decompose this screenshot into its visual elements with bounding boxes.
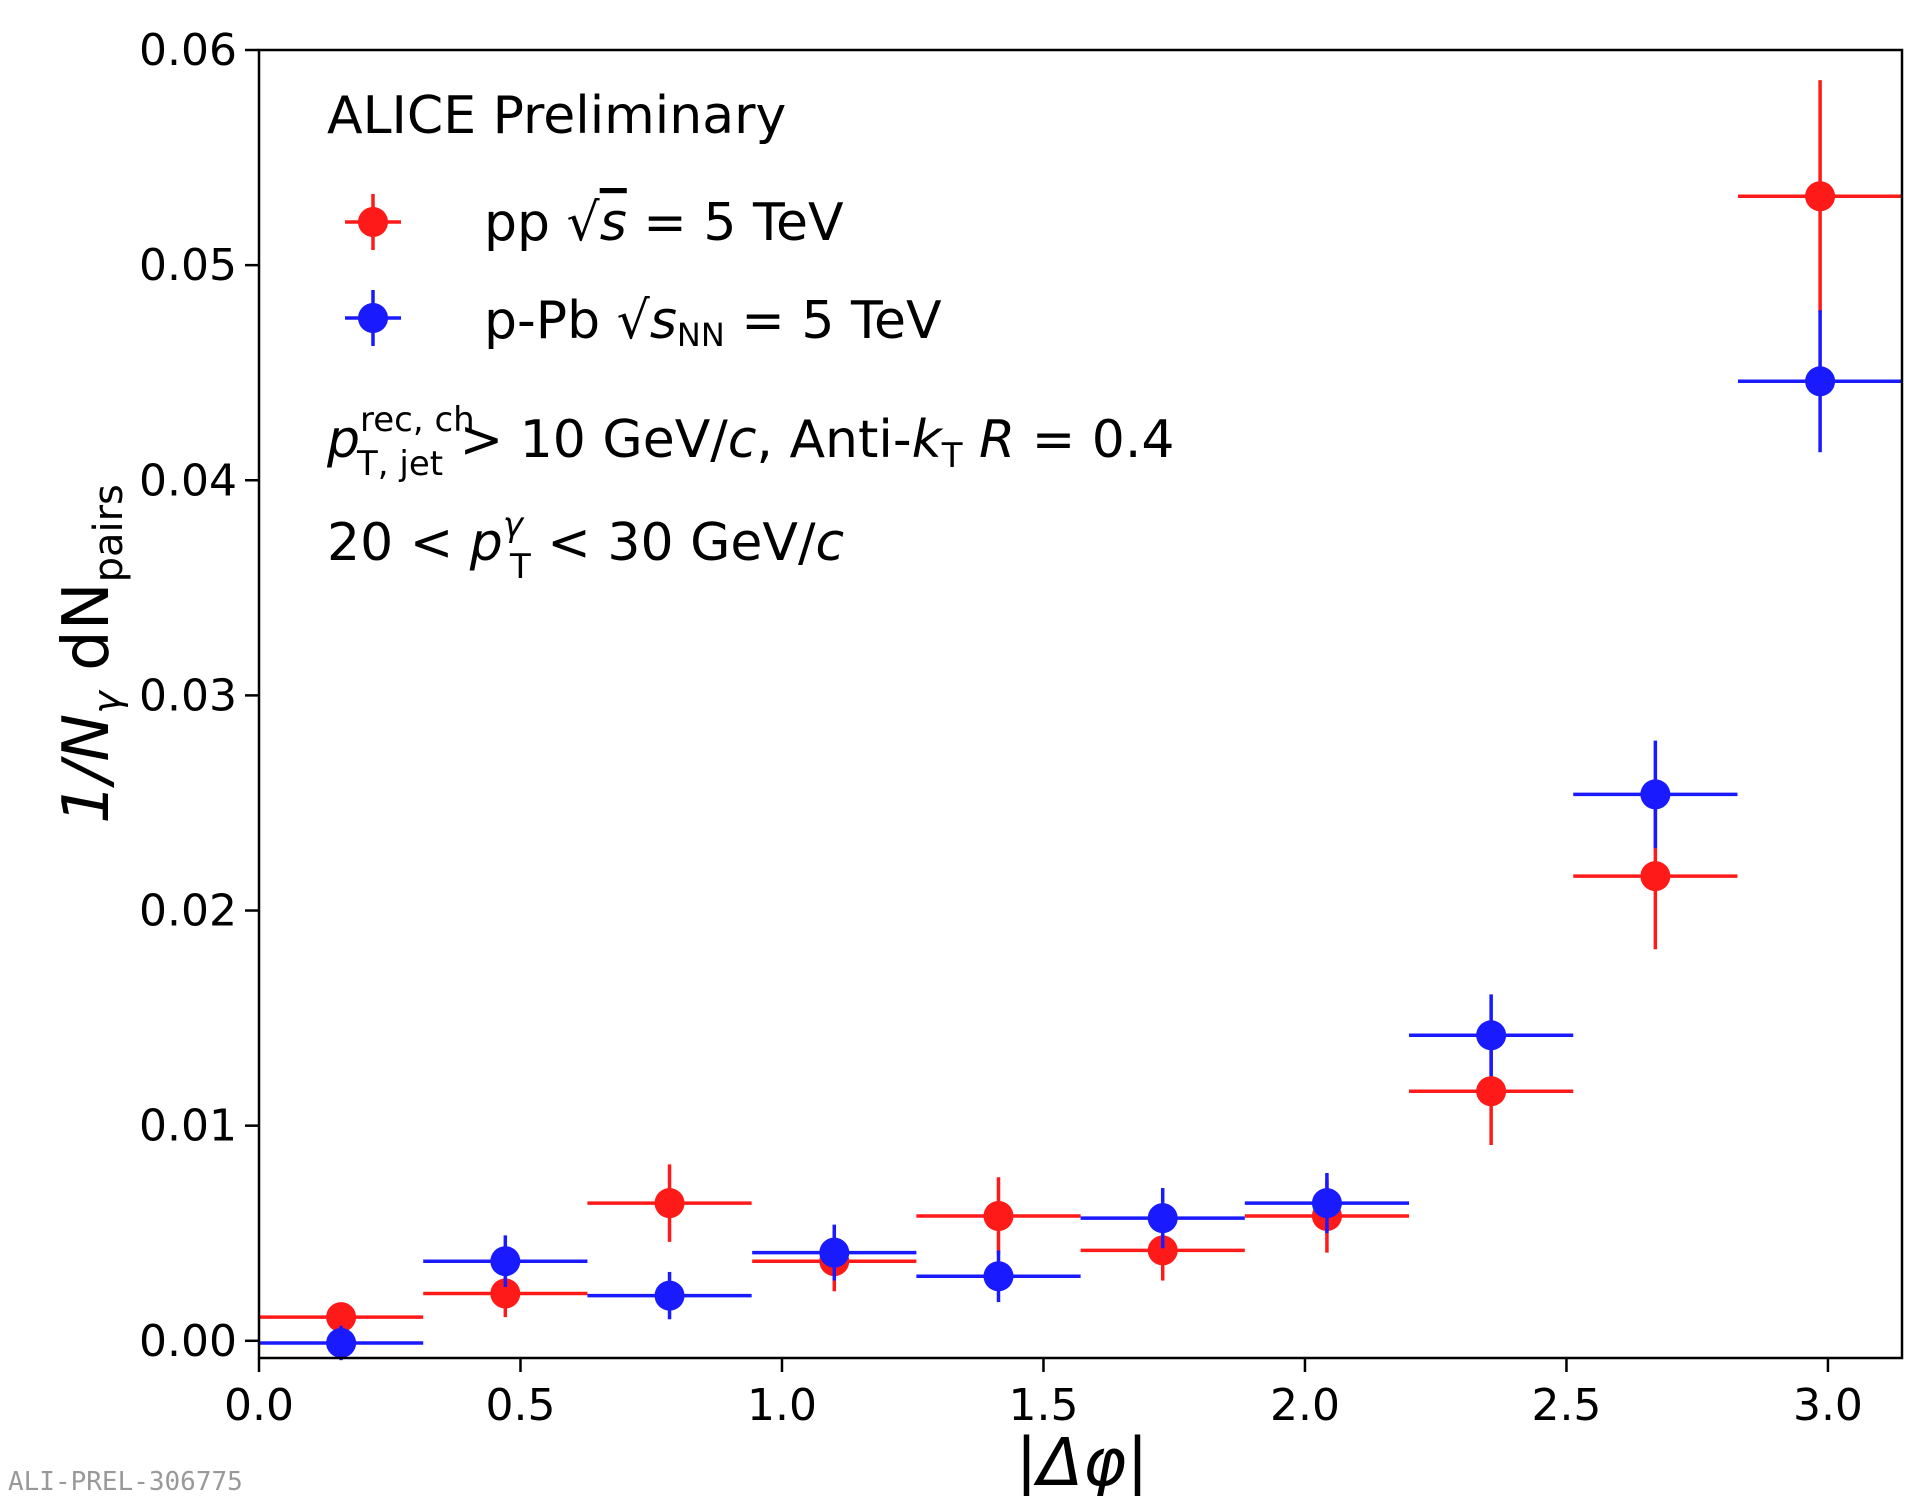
y-axis-label: 1/Nγ dNpairs [50,484,132,824]
data-point [1640,861,1671,892]
data-point [326,1327,357,1358]
data-marks [259,80,1902,1361]
x-tick-label: 1.0 [747,1380,817,1431]
legend-point [358,303,388,333]
y-label-mid: dN [50,582,124,691]
y-axis-ticks: 0.00 0.01 0.02 0.03 0.04 0.05 0.06 [139,25,259,1367]
data-point [654,1280,685,1311]
data-point [490,1278,521,1309]
plot-frame [257,48,1904,1360]
preliminary-id: ALI-PREL-306775 [8,1467,243,1496]
sqrt-symbol: √ [567,193,601,253]
x-tick-label: 2.5 [1531,1380,1601,1431]
y-tick-label: 0.05 [139,240,237,291]
y-tick-label: 0.00 [139,1316,237,1367]
y-label-sub: pairs [86,484,132,582]
x-tick-label: 0.0 [224,1380,294,1431]
y-tick-label: 0.02 [139,886,237,937]
series-1 [259,310,1902,1361]
y-tick-label: 0.01 [139,1101,237,1152]
y-label-prefix: 1/N [50,714,124,824]
legend-label-pp: pp √s = 5 TeV [484,193,844,253]
jet-cut-label: prec, ch T, jet > 10 GeV/c, Anti-kT R = 0… [326,400,1175,484]
sqrt-symbol: √ [617,291,651,351]
experiment-label: ALICE Preliminary [327,86,786,146]
legend-marker-pp [345,194,401,250]
x-tick-label: 1.5 [1008,1380,1078,1431]
data-point [1147,1235,1178,1266]
data-point [1476,1020,1507,1051]
legend-point [358,207,388,237]
data-point [1640,779,1671,810]
legend: pp √s = 5 TeV p-Pb √sNN = 5 TeV [345,193,942,354]
y-label-gamma: γ [85,689,129,714]
x-axis-label: |Δφ| [1015,1424,1148,1496]
data-point [1147,1203,1178,1234]
data-point [983,1201,1014,1232]
data-point [819,1237,850,1268]
data-point [326,1302,357,1333]
x-tick-label: 0.5 [485,1380,555,1431]
legend-label-ppb: p-Pb √sNN = 5 TeV [484,291,942,354]
x-axis-ticks: 0.0 0.5 1.0 1.5 2.0 2.5 3.0 [224,1358,1863,1431]
series-0 [259,80,1902,1333]
y-tick-label: 0.03 [139,670,237,721]
x-tick-label: 3.0 [1793,1380,1863,1431]
data-point [490,1246,521,1277]
y-tick-label: 0.04 [139,455,237,506]
photon-cut-label: 20 < pγ T < 30 GeV/c [327,505,844,587]
y-tick-label: 0.06 [139,25,237,76]
data-point [1476,1076,1507,1107]
x-tick-label: 2.0 [1270,1380,1340,1431]
data-point [1805,181,1836,212]
legend-marker-ppb [345,290,401,346]
data-point [654,1188,685,1219]
data-point [1805,366,1836,397]
data-point [1311,1188,1342,1219]
data-point [983,1261,1014,1292]
